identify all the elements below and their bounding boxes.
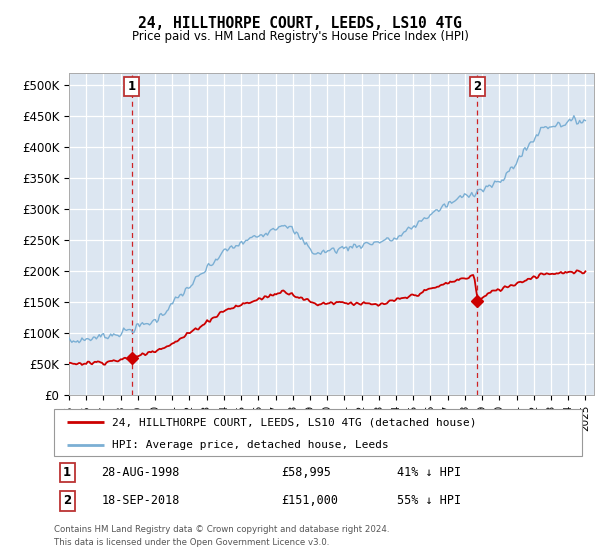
Text: HPI: Average price, detached house, Leeds: HPI: Average price, detached house, Leed… bbox=[112, 440, 389, 450]
Text: 55% ↓ HPI: 55% ↓ HPI bbox=[397, 494, 461, 507]
Text: Contains HM Land Registry data © Crown copyright and database right 2024.: Contains HM Land Registry data © Crown c… bbox=[54, 525, 389, 534]
Text: £58,995: £58,995 bbox=[281, 466, 331, 479]
Text: 2: 2 bbox=[473, 80, 481, 93]
Text: 1: 1 bbox=[128, 80, 136, 93]
Text: 28-AUG-1998: 28-AUG-1998 bbox=[101, 466, 180, 479]
Text: 24, HILLTHORPE COURT, LEEDS, LS10 4TG (detached house): 24, HILLTHORPE COURT, LEEDS, LS10 4TG (d… bbox=[112, 417, 476, 427]
Text: 1: 1 bbox=[63, 466, 71, 479]
FancyBboxPatch shape bbox=[54, 409, 582, 456]
Text: 2: 2 bbox=[63, 494, 71, 507]
Text: £151,000: £151,000 bbox=[281, 494, 338, 507]
Text: 41% ↓ HPI: 41% ↓ HPI bbox=[397, 466, 461, 479]
Text: This data is licensed under the Open Government Licence v3.0.: This data is licensed under the Open Gov… bbox=[54, 538, 329, 547]
Text: Price paid vs. HM Land Registry's House Price Index (HPI): Price paid vs. HM Land Registry's House … bbox=[131, 30, 469, 43]
Text: 24, HILLTHORPE COURT, LEEDS, LS10 4TG: 24, HILLTHORPE COURT, LEEDS, LS10 4TG bbox=[138, 16, 462, 31]
Text: 18-SEP-2018: 18-SEP-2018 bbox=[101, 494, 180, 507]
